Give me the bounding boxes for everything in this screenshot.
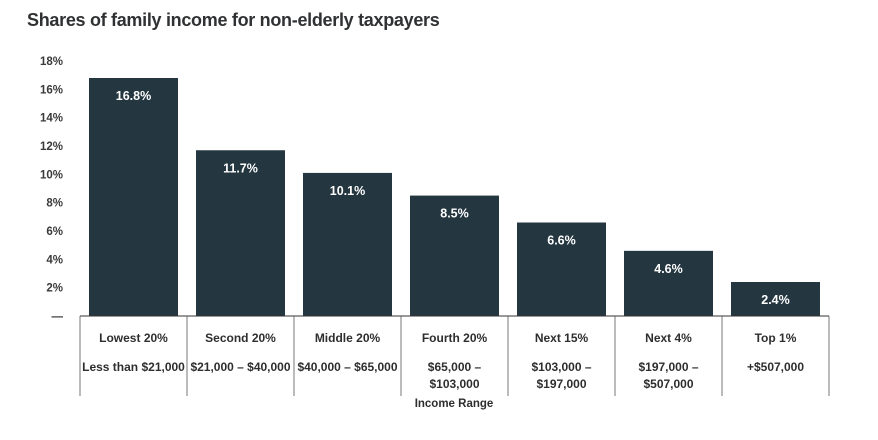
y-tick-label: —: [52, 311, 64, 323]
income-range-label: $197,000 –: [638, 360, 698, 374]
bar: [517, 222, 606, 316]
x-category-label: Next 15%: [535, 331, 589, 345]
income-range-label: Less than $21,000: [82, 360, 185, 374]
bar: [89, 78, 178, 316]
income-range-label: $197,000: [536, 377, 586, 391]
y-tick-label: 10%: [40, 169, 63, 181]
x-axis: Lowest 20% Less than $21,000 Second 20% $21…: [79, 315, 830, 396]
x-category-label: Middle 20%: [315, 331, 381, 345]
income-range-label: +$507,000: [747, 360, 804, 374]
y-tick-label: 2%: [46, 283, 63, 295]
income-range-label: $103,000 –: [531, 360, 591, 374]
y-tick-label: 6%: [46, 226, 63, 238]
bar: [196, 150, 285, 316]
data-label: 2.4%: [761, 293, 790, 307]
data-label: 4.6%: [654, 262, 683, 276]
data-label: 10.1%: [330, 184, 365, 198]
income-range-label: $40,000 – $65,000: [297, 360, 397, 374]
bar: [303, 172, 392, 316]
y-tick-label: 14%: [40, 113, 63, 125]
x-category-label: Next 4%: [645, 331, 692, 345]
data-label: 8.5%: [440, 207, 469, 221]
y-tick-label: 8%: [46, 198, 63, 210]
bar: [731, 282, 820, 316]
income-range-label: $21,000 – $40,000: [190, 360, 290, 374]
data-label: 6.6%: [547, 234, 576, 248]
data-label: 16.8%: [116, 89, 151, 103]
bar: [624, 250, 713, 316]
y-tick-label: 12%: [40, 141, 63, 153]
x-category-label: Fourth 20%: [422, 331, 488, 345]
y-tick-label: 18%: [40, 56, 63, 68]
bar: [410, 195, 499, 316]
y-axis: 18% 16% 14% 12% 10% 8% 6% 4% 2% —: [40, 56, 64, 323]
x-axis-label: Income Range: [415, 398, 494, 410]
x-category-label: Second 20%: [205, 331, 276, 345]
chart-title: Shares of family income for non-elderly …: [27, 10, 440, 30]
income-range-label: $507,000: [643, 377, 693, 391]
income-range-label: $103,000: [429, 377, 479, 391]
y-tick-label: 16%: [40, 84, 63, 96]
x-category-label: Top 1%: [755, 331, 797, 345]
data-label: 11.7%: [223, 161, 258, 175]
bars: 16.8% 11.7% 10.1% 8.5% 6.6% 4.6% 2.4%: [89, 78, 820, 316]
x-category-label: Lowest 20%: [99, 331, 168, 345]
y-tick-label: 4%: [46, 254, 63, 266]
income-range-label: $65,000 –: [428, 360, 482, 374]
